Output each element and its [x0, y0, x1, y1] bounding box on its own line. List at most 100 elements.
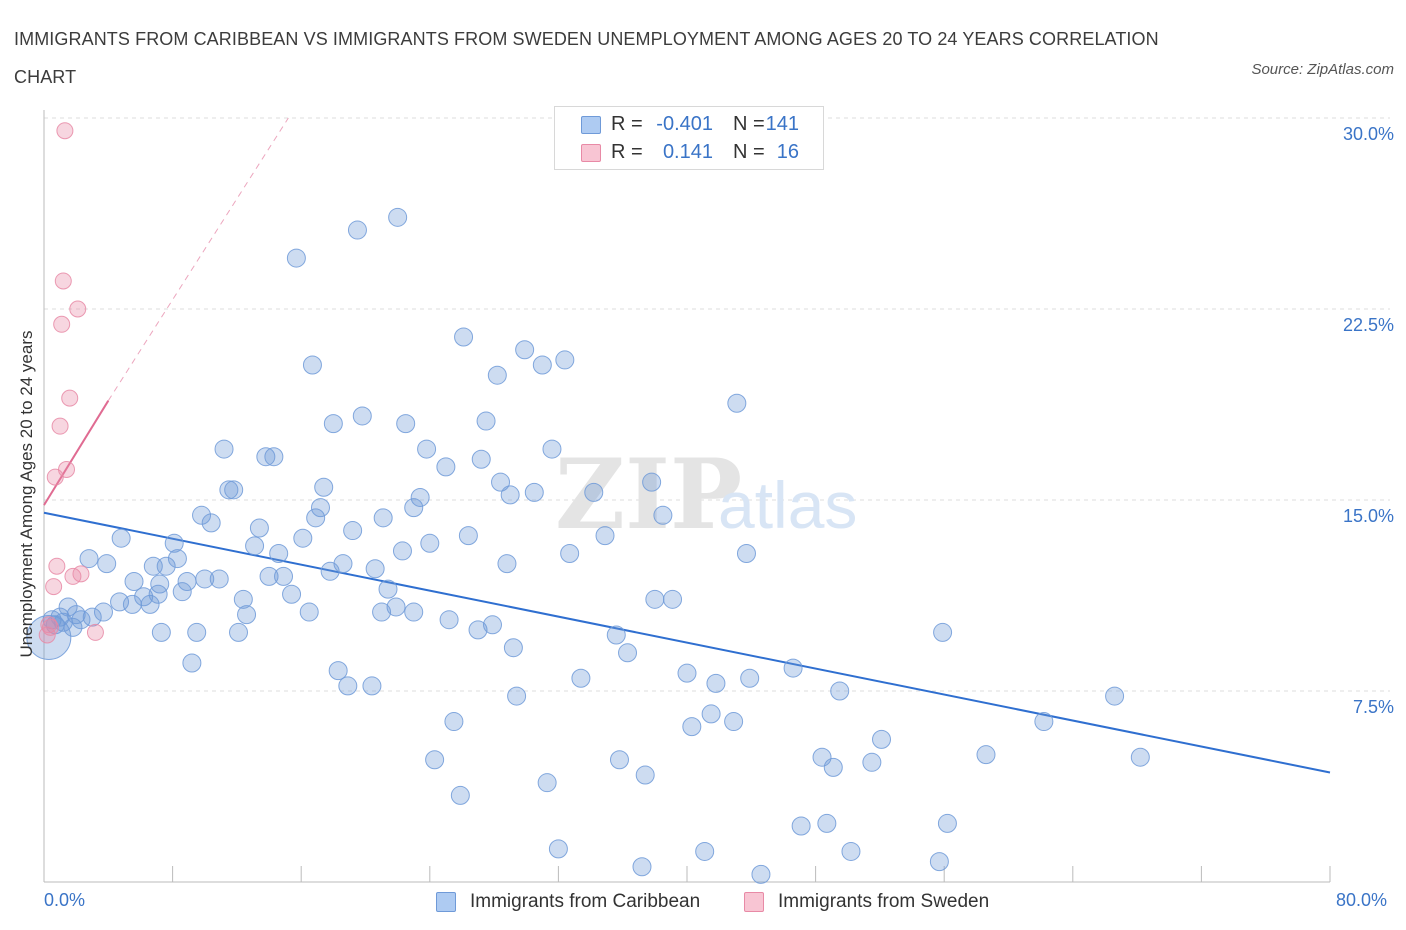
- caribbean-point: [111, 528, 131, 548]
- caribbean-point: [830, 681, 850, 701]
- caribbean-point: [386, 597, 406, 617]
- caribbean-point: [450, 785, 470, 805]
- caribbean-point: [97, 554, 117, 574]
- caribbean-point: [172, 582, 192, 602]
- legend-swatch-sweden: [581, 144, 601, 162]
- sweden-point: [40, 616, 58, 634]
- caribbean-point: [392, 541, 412, 561]
- caribbean-point: [937, 813, 957, 833]
- caribbean-point: [736, 543, 756, 563]
- caribbean-point: [378, 579, 398, 599]
- caribbean-point: [555, 350, 575, 370]
- caribbean-point: [156, 556, 176, 576]
- caribbean-point: [256, 447, 276, 467]
- caribbean-point: [476, 411, 496, 431]
- sweden-point: [61, 389, 79, 407]
- caribbean-point: [872, 729, 892, 749]
- caribbean-point: [299, 602, 319, 622]
- caribbean-point: [1105, 686, 1125, 706]
- caribbean-point: [632, 857, 652, 877]
- caribbean-point: [783, 658, 803, 678]
- caribbean-point: [150, 574, 170, 594]
- sweden-point: [51, 417, 69, 435]
- caribbean-point: [571, 668, 591, 688]
- caribbean-point: [71, 610, 91, 630]
- sweden-point: [58, 460, 76, 478]
- caribbean-point: [201, 513, 221, 533]
- caribbean-point: [310, 498, 330, 518]
- x-tick-label: 0.0%: [44, 890, 86, 910]
- caribbean-point: [140, 594, 160, 614]
- caribbean-point: [404, 498, 424, 518]
- scatter-points: [26, 122, 1150, 884]
- legend-swatch-caribbean: [436, 892, 456, 912]
- caribbean-point: [134, 587, 154, 607]
- caribbean-point: [862, 752, 882, 772]
- caribbean-point: [229, 622, 249, 642]
- caribbean-point: [328, 661, 348, 681]
- caribbean-point: [93, 602, 113, 622]
- legend-label: Immigrants from Sweden: [778, 891, 990, 912]
- caribbean-point: [500, 485, 520, 505]
- legend-label: Immigrants from Caribbean: [470, 891, 701, 912]
- r-value: 0.141: [662, 141, 713, 163]
- sweden-point: [45, 578, 63, 596]
- caribbean-point: [420, 533, 440, 553]
- caribbean-point: [417, 439, 437, 459]
- caribbean-point: [187, 622, 207, 642]
- caribbean-point: [209, 569, 229, 589]
- caribbean-point: [224, 480, 244, 500]
- n-label: N =: [733, 113, 765, 135]
- watermark-atlas: atlas: [718, 468, 857, 542]
- caribbean-point: [293, 528, 313, 548]
- y-tick-label: 15.0%: [1342, 506, 1394, 526]
- caribbean-point: [537, 773, 557, 793]
- legend-swatch-sweden: [744, 892, 764, 912]
- caribbean-point: [237, 605, 257, 625]
- caribbean-point: [458, 526, 478, 546]
- watermark-zip: ZIP: [555, 438, 742, 551]
- legend-swatch-caribbean: [581, 116, 601, 134]
- caribbean-point: [933, 622, 953, 642]
- caribbean-point: [976, 745, 996, 765]
- caribbean-point: [425, 750, 445, 770]
- caribbean-point: [542, 439, 562, 459]
- caribbean-point: [282, 584, 302, 604]
- caribbean-point: [482, 615, 502, 635]
- caribbean-point: [63, 617, 83, 637]
- r-value: -0.401: [656, 113, 713, 135]
- caribbean-point: [507, 686, 527, 706]
- sweden-point: [41, 618, 59, 636]
- x-tick-label: 80.0%: [1336, 890, 1388, 910]
- caribbean-point: [259, 566, 279, 586]
- sweden-point: [53, 315, 71, 333]
- caribbean-point: [695, 841, 715, 861]
- caribbean-point: [515, 340, 535, 360]
- caribbean-point: [58, 597, 78, 617]
- sweden-point: [69, 300, 87, 318]
- caribbean-point: [410, 487, 430, 507]
- caribbean-point: [532, 355, 552, 375]
- trend-lines: [43, 117, 1331, 774]
- n-value: 16: [776, 141, 799, 163]
- caribbean-point: [219, 480, 239, 500]
- caribbean-point: [148, 584, 168, 604]
- caribbean-point: [740, 668, 760, 688]
- caribbean-point: [388, 207, 408, 227]
- caribbean-point: [1130, 747, 1150, 767]
- caribbean-point: [677, 663, 697, 683]
- caribbean-point: [929, 852, 949, 872]
- sweden-point: [48, 557, 66, 575]
- caribbean-point: [79, 549, 99, 569]
- sweden-point: [54, 272, 72, 290]
- caribbean-point: [524, 482, 544, 502]
- caribbean-point: [841, 841, 861, 861]
- caribbean-point: [642, 472, 662, 492]
- caribbean-point: [343, 521, 363, 541]
- caribbean-point: [365, 559, 385, 579]
- caribbean-point: [167, 549, 187, 569]
- caribbean-point: [724, 712, 744, 732]
- caribbean-point: [233, 589, 253, 609]
- caribbean-point: [706, 673, 726, 693]
- caribbean-point: [264, 447, 284, 467]
